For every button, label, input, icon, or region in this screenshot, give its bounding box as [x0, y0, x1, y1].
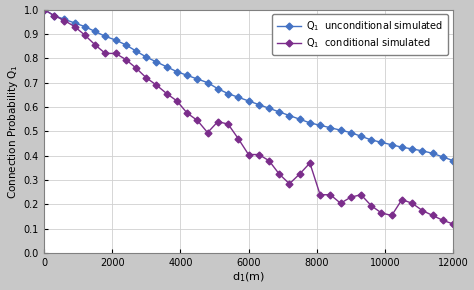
Q$_1$  unconditional simulated — [41, 8, 47, 11]
Q$_1$  unconditional simulated — [276, 110, 282, 114]
Q$_1$  unconditional simulated — [287, 114, 292, 117]
Q$_1$  conditional simulated — [307, 161, 313, 165]
Q$_1$  conditional simulated — [419, 209, 425, 212]
Line: Q$_1$  conditional simulated: Q$_1$ conditional simulated — [42, 7, 456, 226]
Q$_1$  unconditional simulated — [123, 43, 128, 47]
Q$_1$  unconditional simulated — [205, 81, 210, 84]
Q$_1$  conditional simulated — [51, 14, 57, 17]
Q$_1$  unconditional simulated — [266, 106, 272, 110]
Q$_1$  unconditional simulated — [348, 131, 354, 134]
Q$_1$  conditional simulated — [297, 172, 302, 176]
Q$_1$  unconditional simulated — [246, 99, 251, 103]
Q$_1$  conditional simulated — [236, 137, 241, 140]
Line: Q$_1$  unconditional simulated: Q$_1$ unconditional simulated — [42, 7, 456, 163]
Q$_1$  unconditional simulated — [358, 135, 364, 138]
Legend: Q$_1$  unconditional simulated, Q$_1$  conditional simulated: Q$_1$ unconditional simulated, Q$_1$ con… — [272, 14, 448, 55]
Q$_1$  conditional simulated — [328, 193, 333, 196]
Q$_1$  conditional simulated — [368, 204, 374, 207]
Q$_1$  unconditional simulated — [307, 121, 313, 125]
Q$_1$  conditional simulated — [82, 33, 88, 37]
Q$_1$  unconditional simulated — [174, 70, 180, 73]
Q$_1$  conditional simulated — [194, 119, 200, 122]
Q$_1$  conditional simulated — [266, 159, 272, 162]
Q$_1$  conditional simulated — [102, 52, 108, 55]
Q$_1$  unconditional simulated — [82, 25, 88, 28]
Q$_1$  conditional simulated — [41, 8, 47, 11]
Q$_1$  unconditional simulated — [440, 155, 446, 159]
Q$_1$  conditional simulated — [379, 211, 384, 215]
Q$_1$  conditional simulated — [276, 172, 282, 176]
Q$_1$  conditional simulated — [337, 202, 343, 205]
Q$_1$  unconditional simulated — [389, 143, 394, 146]
Q$_1$  unconditional simulated — [328, 126, 333, 129]
X-axis label: $\mathregular{d_1}$(m): $\mathregular{d_1}$(m) — [232, 271, 265, 284]
Y-axis label: Connection Probability $\mathregular{Q_1}$: Connection Probability $\mathregular{Q_1… — [6, 64, 19, 199]
Q$_1$  conditional simulated — [205, 131, 210, 134]
Q$_1$  conditional simulated — [123, 58, 128, 61]
Q$_1$  conditional simulated — [450, 222, 456, 226]
Q$_1$  conditional simulated — [440, 219, 446, 222]
Q$_1$  unconditional simulated — [337, 128, 343, 132]
Q$_1$  unconditional simulated — [144, 55, 149, 59]
Q$_1$  unconditional simulated — [317, 124, 323, 127]
Q$_1$  unconditional simulated — [215, 87, 221, 90]
Q$_1$  unconditional simulated — [164, 65, 170, 68]
Q$_1$  conditional simulated — [348, 195, 354, 199]
Q$_1$  unconditional simulated — [430, 152, 436, 155]
Q$_1$  unconditional simulated — [410, 147, 415, 151]
Q$_1$  conditional simulated — [317, 193, 323, 196]
Q$_1$  conditional simulated — [133, 66, 139, 70]
Q$_1$  conditional simulated — [287, 182, 292, 186]
Q$_1$  unconditional simulated — [92, 30, 98, 33]
Q$_1$  unconditional simulated — [399, 146, 405, 149]
Q$_1$  conditional simulated — [215, 120, 221, 123]
Q$_1$  unconditional simulated — [113, 38, 118, 42]
Q$_1$  conditional simulated — [399, 198, 405, 201]
Q$_1$  conditional simulated — [92, 43, 98, 47]
Q$_1$  unconditional simulated — [62, 18, 67, 21]
Q$_1$  conditional simulated — [144, 76, 149, 79]
Q$_1$  unconditional simulated — [133, 49, 139, 53]
Q$_1$  unconditional simulated — [236, 95, 241, 99]
Q$_1$  unconditional simulated — [51, 14, 57, 17]
Q$_1$  conditional simulated — [358, 193, 364, 196]
Q$_1$  unconditional simulated — [102, 35, 108, 38]
Q$_1$  unconditional simulated — [379, 141, 384, 144]
Q$_1$  unconditional simulated — [154, 60, 159, 64]
Q$_1$  unconditional simulated — [225, 92, 231, 95]
Q$_1$  unconditional simulated — [419, 149, 425, 153]
Q$_1$  conditional simulated — [174, 99, 180, 103]
Q$_1$  conditional simulated — [389, 214, 394, 217]
Q$_1$  conditional simulated — [430, 214, 436, 217]
Q$_1$  conditional simulated — [246, 153, 251, 156]
Q$_1$  conditional simulated — [256, 153, 262, 156]
Q$_1$  conditional simulated — [225, 122, 231, 126]
Q$_1$  unconditional simulated — [72, 21, 77, 25]
Q$_1$  unconditional simulated — [194, 77, 200, 81]
Q$_1$  conditional simulated — [184, 111, 190, 115]
Q$_1$  conditional simulated — [410, 202, 415, 205]
Q$_1$  conditional simulated — [154, 83, 159, 87]
Q$_1$  unconditional simulated — [256, 103, 262, 106]
Q$_1$  unconditional simulated — [184, 74, 190, 77]
Q$_1$  conditional simulated — [113, 52, 118, 55]
Q$_1$  unconditional simulated — [368, 138, 374, 142]
Q$_1$  conditional simulated — [164, 92, 170, 95]
Q$_1$  unconditional simulated — [297, 117, 302, 121]
Q$_1$  unconditional simulated — [450, 159, 456, 162]
Q$_1$  conditional simulated — [62, 19, 67, 22]
Q$_1$  conditional simulated — [72, 25, 77, 28]
